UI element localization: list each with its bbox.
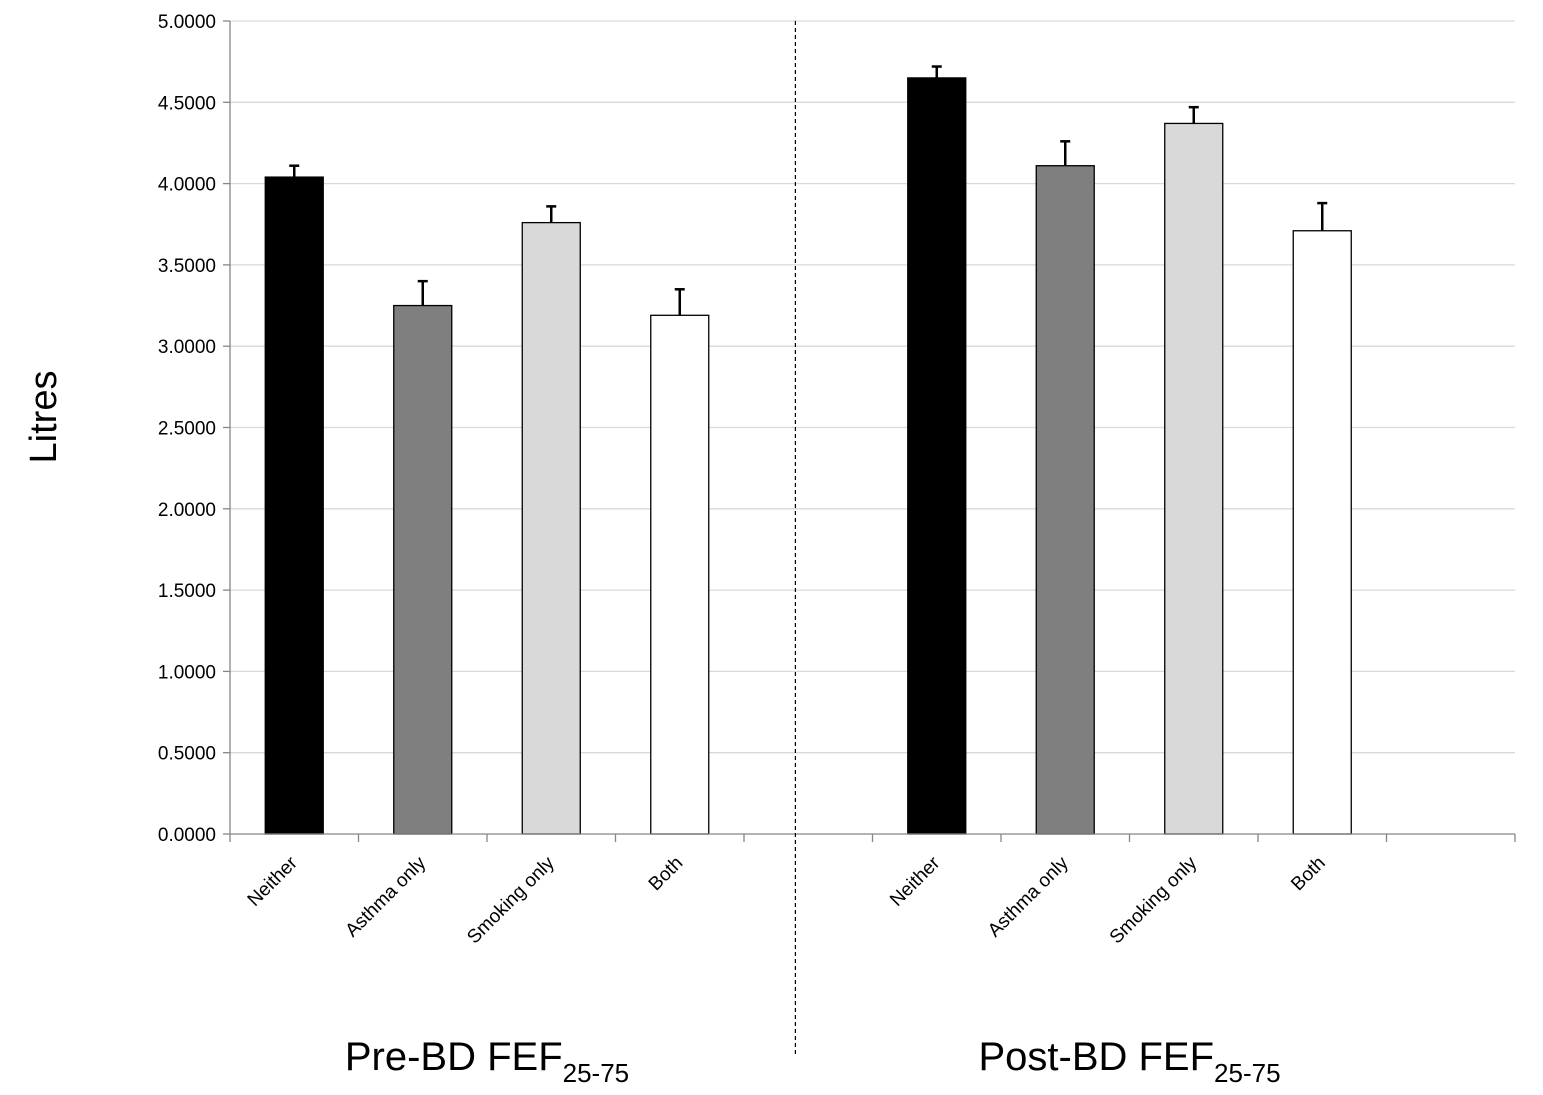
category-label: Neither	[244, 852, 303, 911]
category-label: Neither	[886, 852, 945, 911]
bar-asthma-only	[393, 304, 453, 835]
y-tick-label: 5.0000	[158, 12, 216, 33]
category-label: Smoking only	[1106, 852, 1202, 948]
labels: 0.0000 0.5000 1.0000 1.5000 2.0000 2.5000 3.00…	[158, 12, 1330, 1088]
bar-smoking-only	[1164, 122, 1224, 835]
category-label: Both	[1287, 853, 1329, 895]
group-title: Pre-BD FEF25-75	[345, 1035, 629, 1088]
y-tick-label: 3.0000	[158, 337, 216, 358]
group-title: Post-BD FEF25-75	[978, 1035, 1280, 1088]
group-title-main: Post-BD FEF	[978, 1035, 1214, 1079]
category-label: Asthma only	[984, 852, 1073, 941]
y-tick-label: 4.5000	[158, 93, 216, 114]
y-tick-label: 0.5000	[158, 744, 216, 765]
bars	[264, 65, 1352, 835]
group-title-subscript: 25-75	[1214, 1058, 1281, 1088]
axes	[223, 20, 1516, 1055]
y-tick-label: 2.5000	[158, 419, 216, 440]
y-tick-label: 2.0000	[158, 500, 216, 521]
bar-both	[650, 314, 710, 835]
bar-neither	[264, 176, 324, 835]
group-title-main: Pre-BD FEF	[345, 1035, 563, 1079]
category-label: Both	[645, 853, 687, 895]
y-tick-label: 1.0000	[158, 662, 216, 683]
y-tick-label: 4.0000	[158, 175, 216, 196]
y-tick-label: 0.0000	[158, 825, 216, 846]
category-label: Asthma only	[342, 852, 431, 941]
category-label: Smoking only	[463, 852, 559, 948]
y-tick-label: 1.5000	[158, 581, 216, 602]
bar-both	[1292, 230, 1352, 835]
bar-asthma-only	[1035, 165, 1095, 835]
y-tick-label: 3.5000	[158, 256, 216, 277]
bar-neither	[907, 77, 967, 835]
group-title-subscript: 25-75	[563, 1058, 630, 1088]
y-axis-title: Litres	[23, 371, 65, 464]
bar-smoking-only	[521, 221, 581, 835]
